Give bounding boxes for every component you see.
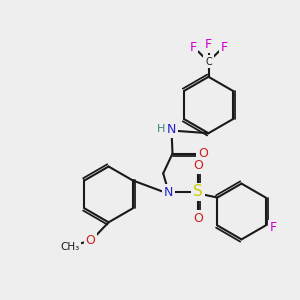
Text: N: N [167, 123, 176, 136]
Text: O: O [198, 147, 208, 160]
Text: O: O [86, 234, 95, 247]
Text: O: O [193, 159, 203, 172]
Text: N: N [164, 185, 173, 199]
Text: O: O [193, 212, 203, 225]
Text: CH₃: CH₃ [60, 242, 79, 252]
Text: F: F [189, 41, 197, 54]
Text: F: F [205, 38, 212, 51]
Text: F: F [220, 41, 228, 54]
Text: H: H [157, 124, 166, 134]
Text: C: C [205, 57, 212, 67]
Text: F: F [270, 221, 277, 234]
Text: S: S [193, 184, 203, 200]
